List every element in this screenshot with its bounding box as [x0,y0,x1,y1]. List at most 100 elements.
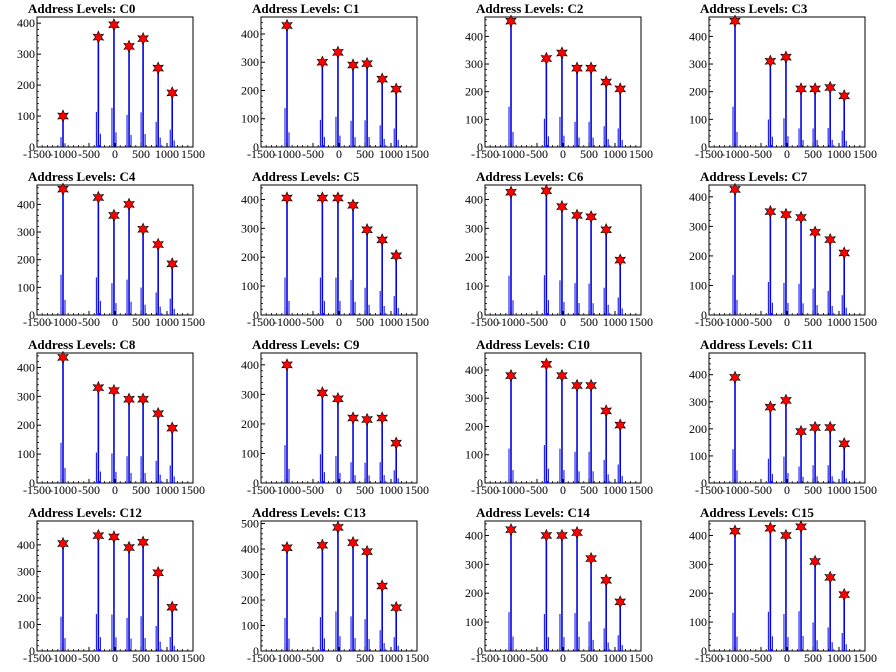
x-tick-label: -1000 [49,315,77,329]
y-tick-label: 200 [17,418,35,432]
chart-title: Address Levels: C4 [28,169,136,184]
x-tick-label: -500 [302,147,324,161]
y-tick-label: 200 [689,586,707,600]
peak-star-marker [600,573,613,587]
x-tick-label: 1500 [405,651,429,665]
y-tick-label: 300 [689,219,707,233]
chart-panel: Address Levels: C2 0 100 200 300 400 -1500 -100… [448,0,672,168]
chart-svg: Address Levels: C9 0 100 200 300 400 -1500-100… [241,337,429,497]
x-tick-label: -1000 [273,483,301,497]
y-tick-label: 400 [17,16,35,30]
peak-star-marker [585,61,597,75]
peak-star-marker [332,191,344,205]
peak-star-marker [376,233,389,247]
chart-svg: Address Levels: C10 0 100 200 300 400 -1500-10… [465,337,653,497]
peak-star-marker [57,109,69,123]
peak-star-marker [824,232,837,247]
peak-star-marker [332,392,344,406]
x-tick-label: 500 [580,147,598,161]
x-tick-label: 500 [804,651,822,665]
y-tick-label: 200 [241,417,259,431]
chart-panel: Address Levels: C6 0 100 200 300 400 -1500 -100… [448,168,672,336]
peak-star-marker [614,418,627,432]
peak-star-marker [123,540,135,555]
y-tick-label: 100 [465,448,483,462]
x-tick-label: 0 [784,483,790,497]
x-tick-label: -1500 [247,651,275,665]
x-tick-label: 500 [132,483,150,497]
x-tick-label: -1000 [721,651,749,665]
x-tick-label: -1500 [471,147,499,161]
x-tick-label: 1500 [629,483,653,497]
peak-star-marker [505,14,517,28]
y-tick-label: 200 [17,591,35,605]
x-tick-label: -500 [750,147,772,161]
x-tick-label: 0 [784,147,790,161]
chart-title: Address Levels: C9 [252,337,360,352]
x-tick-label: 1000 [379,147,403,161]
y-tick-label: 0 [29,140,35,154]
x-tick-label: 1000 [603,483,627,497]
x-tick-label: 500 [804,483,822,497]
y-tick-label: 0 [253,476,259,490]
peak-star-marker [809,420,821,435]
x-tick-label: 0 [336,147,342,161]
x-tick-label: -1500 [695,483,723,497]
x-tick-label: -1000 [721,483,749,497]
peak-star-marker [361,412,373,427]
x-tick-label: 0 [560,651,566,665]
x-tick-label: 500 [356,483,374,497]
plot-frame [708,16,866,148]
peak-star-marker [556,46,568,60]
peak-star-marker [166,421,179,435]
x-tick-label: -1000 [273,651,301,665]
x-tick-label: 500 [356,651,374,665]
y-tick-label: 0 [29,644,35,658]
peak-star-marker [729,182,741,197]
x-tick-label: -1500 [23,651,51,665]
x-tick-label: -500 [78,147,100,161]
peak-star-marker [809,82,821,96]
peak-star-marker [764,54,777,69]
x-tick-label: 1000 [155,651,179,665]
y-tick-label: 200 [465,250,483,264]
y-tick-label: 400 [241,358,259,372]
y-tick-label: 0 [701,308,707,322]
x-tick-label: 1000 [379,651,403,665]
chart-title: Address Levels: C14 [476,505,590,520]
y-tick-label: 400 [465,192,483,206]
x-tick-label: -1000 [49,147,77,161]
y-tick-label: 100 [241,279,259,293]
peak-star-marker [152,237,165,252]
plot-frame [484,16,642,148]
peak-star-marker [780,50,792,64]
y-tick-label: 100 [17,109,35,123]
chart-panel: Address Levels: C11 0 100 200 300 400 -1500 -10… [672,336,896,504]
chart-title: Address Levels: C3 [700,1,808,16]
x-tick-label: -1500 [23,315,51,329]
x-tick-label: -1500 [23,147,51,161]
plot-frame [36,184,194,316]
peak-star-marker [780,393,792,408]
peak-star-marker [505,522,517,537]
y-tick-label: 400 [17,360,35,374]
x-tick-label: 1500 [629,315,653,329]
chart-title: Address Levels: C13 [252,505,366,520]
x-tick-label: 500 [580,651,598,665]
x-tick-label: -500 [750,651,772,665]
y-tick-label: 400 [689,29,707,43]
x-tick-label: 0 [112,147,118,161]
chart-svg: Address Levels: C11 0 100 200 300 400 -1500-10… [689,337,877,497]
x-tick-label: 500 [132,315,150,329]
x-tick-label: -500 [526,315,548,329]
peak-star-marker [281,541,293,555]
chart-title: Address Levels: C6 [476,169,584,184]
plot-frame [260,184,418,316]
peak-star-marker [585,210,597,224]
y-tick-label: 300 [17,225,35,239]
plot-frame [36,352,194,484]
plot-frame [708,520,866,652]
x-tick-label: 0 [560,483,566,497]
peak-star-marker [600,75,613,89]
y-tick-label: 500 [241,517,259,531]
